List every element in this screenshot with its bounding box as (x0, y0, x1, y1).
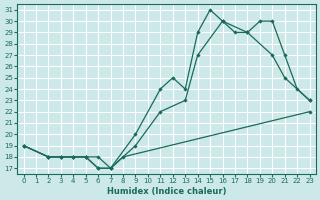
X-axis label: Humidex (Indice chaleur): Humidex (Indice chaleur) (107, 187, 226, 196)
